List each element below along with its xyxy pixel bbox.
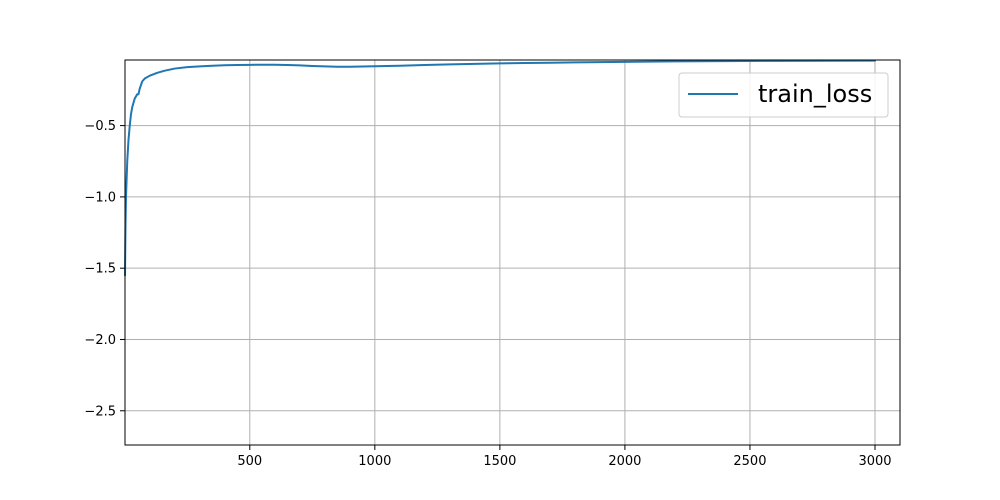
- grid: [125, 60, 900, 445]
- legend-label: train_loss: [758, 80, 872, 108]
- legend: train_loss: [678, 72, 889, 118]
- series-line-train-loss: [124, 59, 876, 277]
- ticks: 500 1000 1500 2000 2500 3000 −0.5 −1.0 −1.5 −2.0 −…: [84, 119, 891, 469]
- y-tick-label: −2.5: [84, 404, 116, 419]
- x-tick-label: 2500: [733, 454, 766, 469]
- x-tick-label: 1500: [483, 454, 516, 469]
- x-tick-label: 1000: [358, 454, 391, 469]
- y-tick-label: −0.5: [84, 119, 116, 134]
- y-tick-label: −1.0: [84, 190, 116, 205]
- x-tick-label: 2000: [608, 454, 641, 469]
- legend-box: [678, 72, 889, 118]
- x-tick-label: 3000: [858, 454, 891, 469]
- axes-frame: [124, 59, 901, 446]
- series-layer: [124, 59, 876, 277]
- y-tick-label: −1.5: [84, 262, 116, 277]
- plot-area: [125, 60, 900, 445]
- y-tick-label: −2.0: [84, 333, 116, 348]
- x-tick-label: 500: [237, 454, 262, 469]
